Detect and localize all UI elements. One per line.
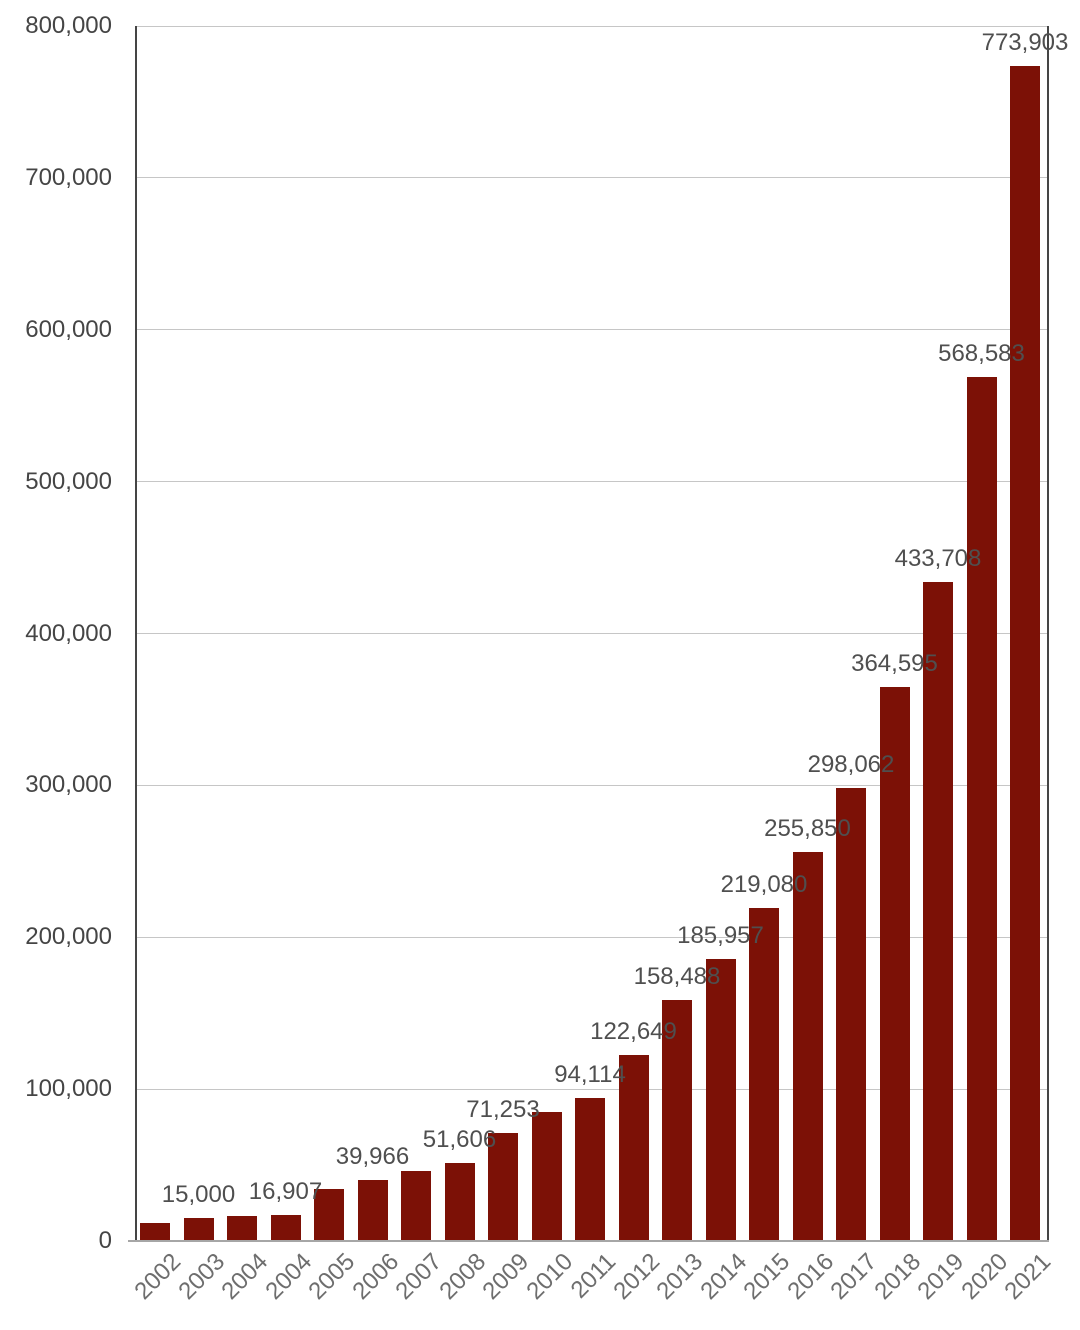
x-axis-line	[128, 1240, 1049, 1242]
bar-value-label: 433,708	[894, 545, 982, 572]
bar-value-label: 298,062	[807, 751, 895, 778]
y-axis-tick-label: 800,000	[25, 12, 112, 39]
bar-2008-7	[444, 1163, 475, 1241]
bar-value-label: 71,253	[466, 1096, 540, 1123]
bar-value-label: 568,583	[938, 340, 1025, 367]
bar-value-label: 39,966	[335, 1143, 410, 1170]
bar-value-label: 15,000	[161, 1181, 236, 1208]
plot-right-border	[1047, 26, 1049, 1242]
bar-2010-9	[531, 1112, 562, 1241]
y-axis-tick-label: 400,000	[25, 619, 112, 647]
bar-2003-1	[183, 1218, 214, 1241]
bar-value-label: 219,080	[720, 871, 808, 898]
bar-2005-4	[314, 1189, 344, 1241]
bar-value-label: 122,649	[590, 1018, 677, 1045]
bar-2007-6	[401, 1171, 431, 1241]
y-axis-tick-label: 300,000	[25, 771, 112, 799]
bar-value-label: 158,488	[633, 963, 721, 990]
bar-2004-2	[227, 1216, 257, 1241]
bar-2018-17	[879, 687, 910, 1241]
bar-2016-15	[792, 852, 823, 1241]
plot-left-border	[135, 26, 137, 1242]
bar-2017-16	[836, 788, 866, 1241]
gridline	[135, 329, 1048, 331]
y-axis-tick-label: 100,000	[25, 1075, 112, 1103]
bar-value-label: 16,907	[248, 1178, 323, 1205]
bar-2013-12	[662, 1000, 692, 1241]
gridline	[135, 25, 1048, 27]
y-axis-tick-label: 700,000	[25, 163, 112, 191]
bar-value-label: 185,957	[677, 922, 764, 949]
bar-2019-18	[923, 582, 953, 1241]
bar-2021-20	[1010, 66, 1040, 1241]
gridline	[135, 1088, 1048, 1090]
gridline	[135, 633, 1048, 634]
gridline	[135, 936, 1048, 938]
y-axis-tick-label: 200,000	[25, 923, 112, 951]
bar-2012-11	[618, 1055, 649, 1241]
gridline	[135, 177, 1048, 179]
bar-value-label: 773,903	[981, 29, 1069, 56]
bar-2002-0	[140, 1223, 170, 1241]
bar-value-label: 364,595	[851, 650, 938, 677]
bar-value-label: 255,850	[764, 815, 851, 842]
bar-value-label: 51,606	[422, 1126, 497, 1153]
bar-2009-8	[488, 1133, 518, 1241]
bar-2006-5	[357, 1180, 388, 1241]
y-axis-tick-label: 600,000	[25, 315, 112, 343]
bar-value-label: 94,114	[554, 1061, 626, 1088]
bar-2004-3	[270, 1215, 301, 1241]
gridline	[135, 784, 1048, 786]
bar-2015-14	[749, 908, 779, 1241]
bar-2020-19	[966, 377, 997, 1241]
y-axis-tick-label: 500,000	[25, 467, 112, 495]
gridline	[135, 481, 1048, 483]
bar-2014-13	[705, 959, 736, 1241]
bar-2011-10	[575, 1098, 605, 1241]
y-axis-tick-label: 0	[98, 1227, 112, 1254]
